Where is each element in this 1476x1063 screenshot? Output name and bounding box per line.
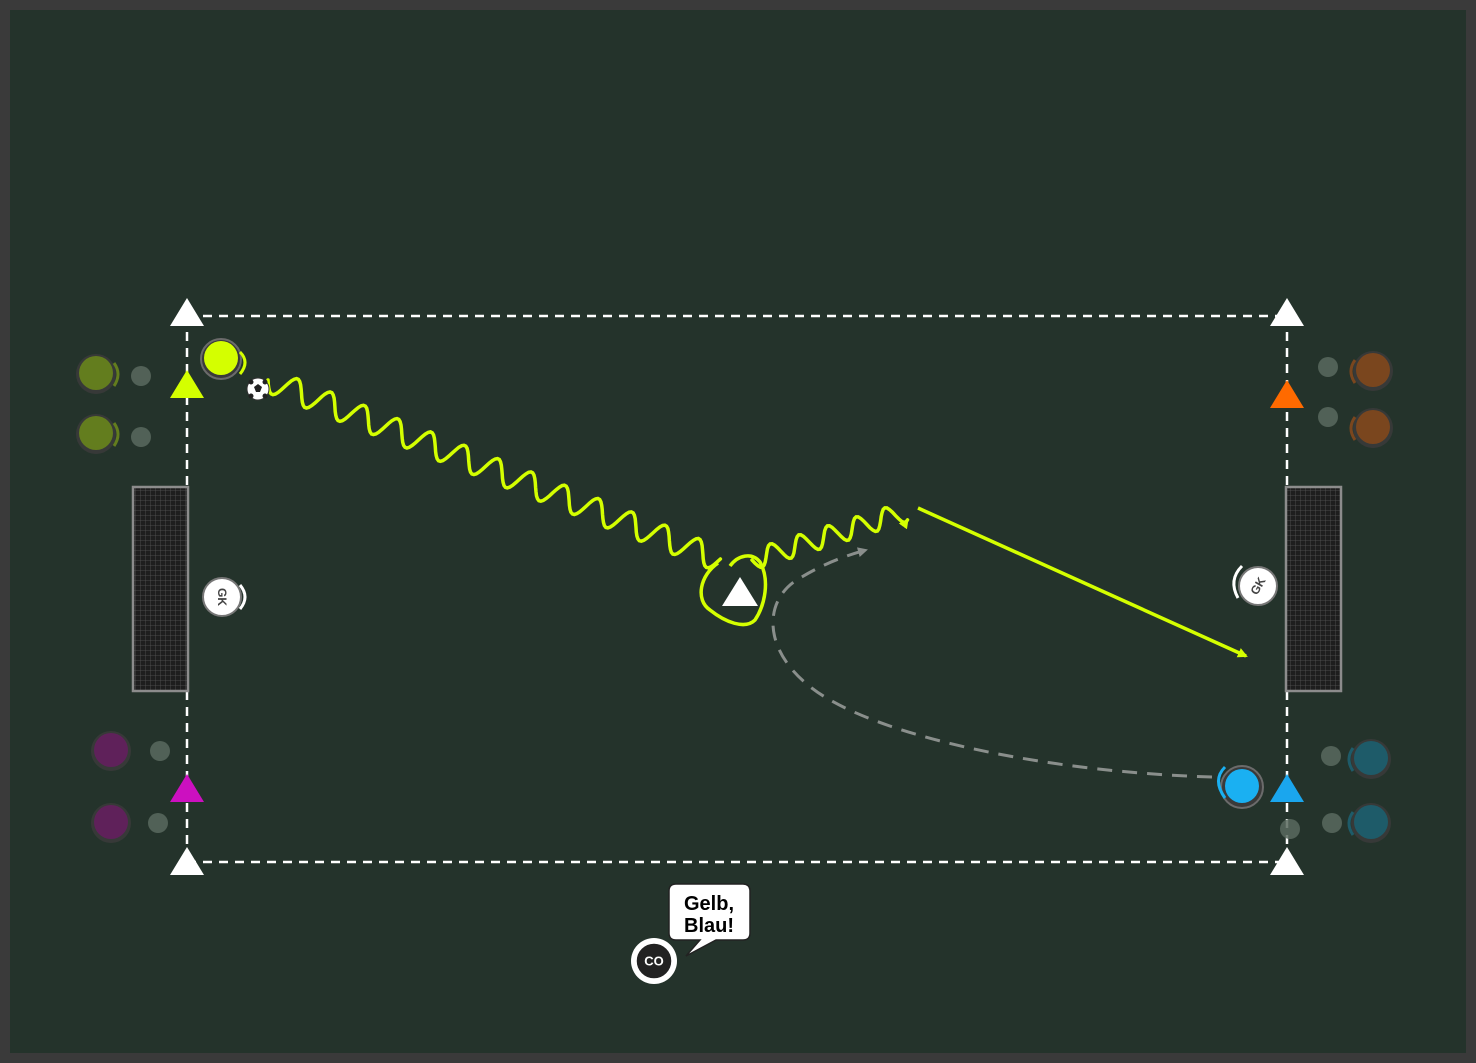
player-yellow: [200, 338, 247, 380]
soccer-ball-icon: [1280, 819, 1300, 839]
soccer-ball-icon: [131, 366, 151, 386]
coach-callout-line2: Blau!: [684, 915, 734, 937]
waiting-team-purple: [91, 731, 170, 843]
cone-yellow: [170, 370, 204, 398]
waiting-team-teal: [1280, 739, 1391, 843]
waiting-team-brown: [1318, 351, 1393, 448]
cone-magenta: [170, 774, 204, 802]
pitch-background: [10, 10, 1466, 1053]
cone-triangle-icon: [1270, 847, 1304, 875]
coach-label: CO: [644, 954, 664, 969]
goalkeeper-left: GK: [202, 577, 247, 617]
soccer-ball-icon: [148, 813, 168, 833]
cone-triangle-icon: [170, 298, 204, 326]
goal-net-icon: [1284, 485, 1343, 693]
coach-speech-bubble: Gelb, Blau!: [668, 883, 751, 957]
waiting-team-olive: [76, 354, 151, 454]
soccer-ball-icon: [131, 427, 151, 447]
goalkeeper-right: GK: [1232, 564, 1278, 606]
center-cone: [722, 577, 758, 606]
cone-blue: [1270, 774, 1304, 802]
soccer-ball-icon: [1318, 357, 1338, 377]
soccer-ball-icon: [1318, 407, 1338, 427]
goal-left: [131, 485, 190, 693]
coach: CO: [631, 938, 677, 984]
soccer-ball-icon: [1322, 813, 1342, 833]
run-path-blue-player: [771, 547, 1213, 779]
goal-net-icon: [131, 485, 190, 693]
player-blue: [1217, 765, 1264, 809]
soccer-ball-icon: [246, 377, 270, 401]
coach-callout-line1: Gelb,: [684, 893, 734, 915]
goalkeeper-left-label: GK: [215, 588, 229, 606]
cone-triangle-icon: [1270, 298, 1304, 326]
dribble-path-yellow: [266, 376, 723, 570]
shot-arrow: [917, 506, 1248, 658]
corner-cones: [170, 298, 1304, 875]
dribble-loop-around-cone: [699, 554, 768, 627]
goal-right: [1284, 485, 1343, 693]
soccer-ball-icon: [150, 741, 170, 761]
dribble-path-yellow-exit: [750, 506, 910, 570]
cone-triangle-icon: [170, 847, 204, 875]
soccer-ball-icon: [1321, 746, 1341, 766]
cone-orange: [1270, 380, 1304, 408]
